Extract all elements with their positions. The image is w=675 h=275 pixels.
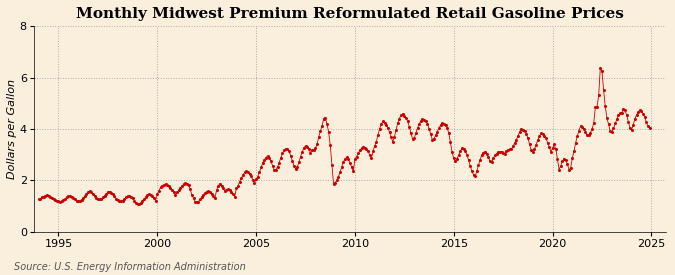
Title: Monthly Midwest Premium Reformulated Retail Gasoline Prices: Monthly Midwest Premium Reformulated Ret…	[76, 7, 624, 21]
Y-axis label: Dollars per Gallon: Dollars per Gallon	[7, 79, 17, 179]
Text: Source: U.S. Energy Information Administration: Source: U.S. Energy Information Administ…	[14, 262, 245, 272]
